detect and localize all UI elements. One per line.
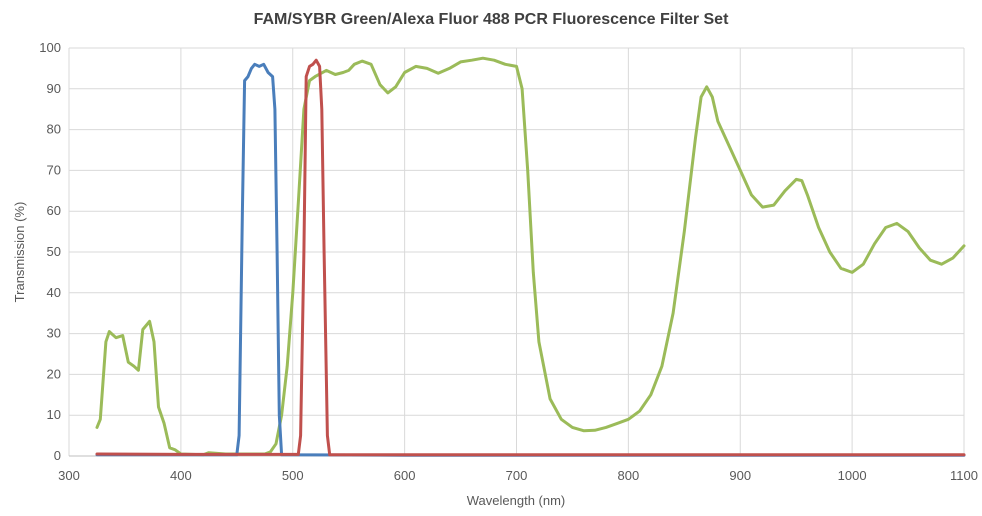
x-axis-title: Wavelength (nm) [467, 493, 566, 508]
y-tick-label: 40 [47, 285, 61, 300]
y-tick-label: 10 [47, 407, 61, 422]
series-line-0 [95, 56, 966, 457]
x-tick-label: 500 [282, 468, 304, 483]
y-tick-label: 70 [47, 162, 61, 177]
y-tick-label: 50 [47, 244, 61, 259]
y-tick-label: 80 [47, 122, 61, 137]
series-lines [95, 56, 966, 457]
y-tick-label: 90 [47, 81, 61, 96]
series-line-2 [95, 58, 966, 457]
y-tick-label: 20 [47, 366, 61, 381]
x-tick-label: 1100 [950, 468, 978, 483]
x-tick-label: 600 [394, 468, 416, 483]
x-tick-label: 400 [170, 468, 192, 483]
y-tick-label: 100 [39, 40, 61, 55]
gridlines [68, 47, 965, 457]
series-line-1 [95, 62, 966, 457]
x-tick-label: 900 [729, 468, 751, 483]
x-tick-label: 700 [506, 468, 528, 483]
x-tick-label: 1000 [838, 468, 867, 483]
y-axis-ticks: 0 10 20 30 40 50 60 70 80 90 100 [39, 40, 61, 463]
y-tick-label: 30 [47, 326, 61, 341]
x-tick-label: 300 [58, 468, 80, 483]
x-tick-label: 800 [618, 468, 640, 483]
y-tick-label: 60 [47, 203, 61, 218]
y-axis-title: Transmission (%) [12, 202, 27, 303]
chart-title: FAM/SYBR Green/Alexa Fluor 488 PCR Fluor… [254, 11, 729, 28]
y-tick-label: 0 [54, 448, 61, 463]
x-axis-ticks: 300 400 500 600 700 800 900 1000 1100 [58, 468, 978, 483]
